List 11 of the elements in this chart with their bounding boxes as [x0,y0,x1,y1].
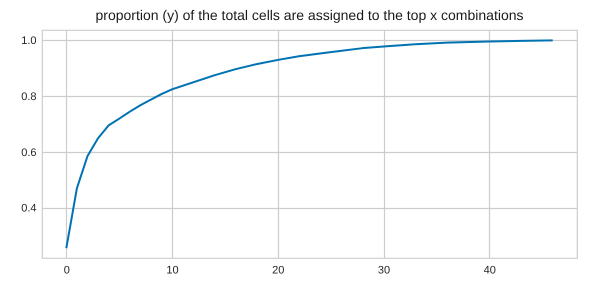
x-tick-label: 0 [64,264,70,276]
x-tick-label: 20 [272,264,284,276]
y-tick-label: 0.6 [21,146,36,159]
x-tick-label: 10 [166,264,179,276]
chart-title: proportion (y) of the total cells are assigned to the top x combinations [95,7,524,23]
y-tick-label: 1.0 [21,34,36,47]
line-series [65,39,554,250]
y-tick-label: 0.8 [21,90,36,103]
x-tick-label: 40 [484,264,496,276]
x-tick-label: 30 [378,264,390,276]
y-tick-label: 0.4 [21,202,36,215]
